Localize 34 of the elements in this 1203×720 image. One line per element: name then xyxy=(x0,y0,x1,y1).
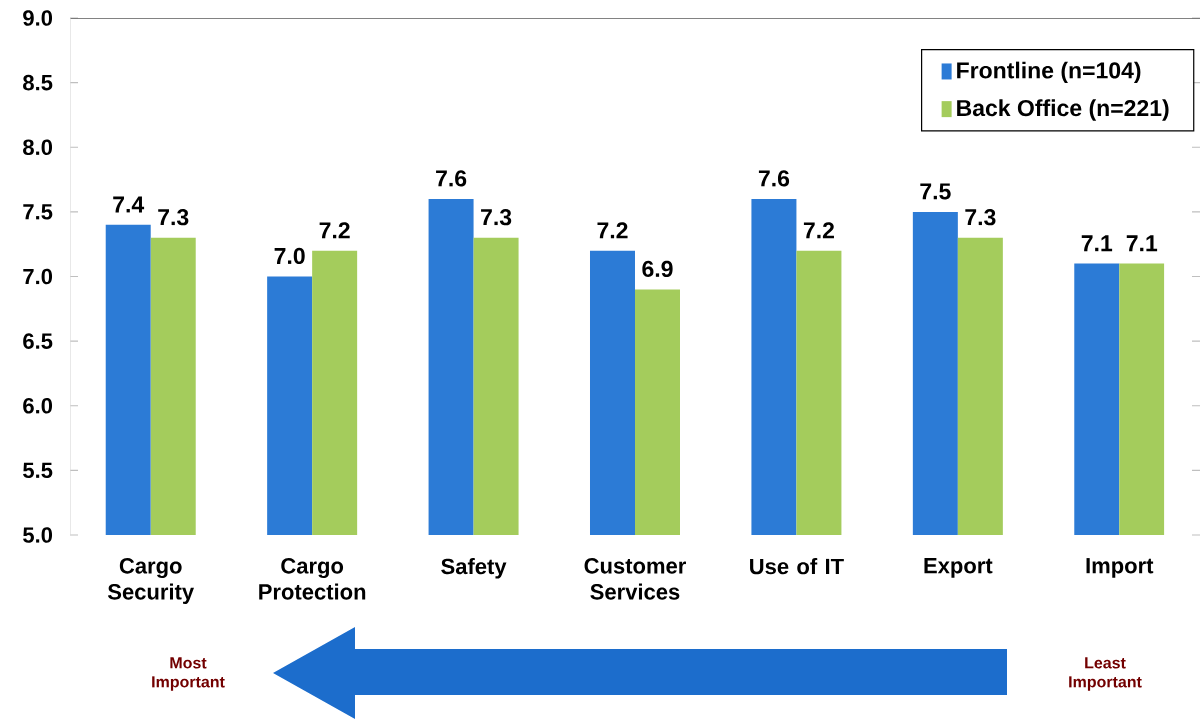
data-label: 7.3 xyxy=(965,209,996,226)
y-tick-label: 8.5 xyxy=(23,74,53,91)
x-tick-label: Use of IT xyxy=(750,558,844,575)
y-tick-label: 8.0 xyxy=(23,139,53,156)
y-tick-label: 6.5 xyxy=(23,333,53,349)
data-label: 7.0 xyxy=(274,247,305,265)
data-label: 7.2 xyxy=(803,222,834,239)
text: Least Important xyxy=(1069,657,1142,691)
x-tick-label: Import xyxy=(1086,558,1154,578)
y-tick-label: 6.0 xyxy=(23,397,53,414)
x-tick-label: Cargo Protection xyxy=(259,558,366,600)
y-tick-label: 5.0 xyxy=(23,527,53,543)
data-label: 7.2 xyxy=(319,222,350,239)
x-tick-label: Cargo Security xyxy=(107,558,194,604)
data-label: 7.6 xyxy=(436,170,467,187)
data-label: 7.2 xyxy=(597,222,628,239)
y-tick-label: 7.0 xyxy=(23,268,53,285)
data-label: 7.5 xyxy=(920,183,951,200)
data-label: 7.4 xyxy=(113,196,145,213)
text: Most Important xyxy=(152,657,225,691)
data-label: 6.9 xyxy=(642,260,673,278)
data-label: 7.3 xyxy=(481,209,512,226)
data-label: 7.1 xyxy=(1126,235,1158,252)
x-tick-label: Export xyxy=(924,558,993,578)
x-tick-label: Customer Services xyxy=(584,558,686,600)
y-tick-label: 9.0 xyxy=(23,10,53,26)
y-tick-label: 5.5 xyxy=(23,462,53,479)
legend-label: Back Office (n=221) xyxy=(957,99,1169,121)
x-tick-label: Safety xyxy=(441,558,507,579)
legend-label: Frontline (n=104) xyxy=(957,61,1141,84)
data-label: 7.6 xyxy=(758,170,790,187)
y-tick-label: 7.5 xyxy=(23,204,53,220)
data-label: 7.1 xyxy=(1081,235,1113,252)
data-label: 7.3 xyxy=(158,209,189,226)
